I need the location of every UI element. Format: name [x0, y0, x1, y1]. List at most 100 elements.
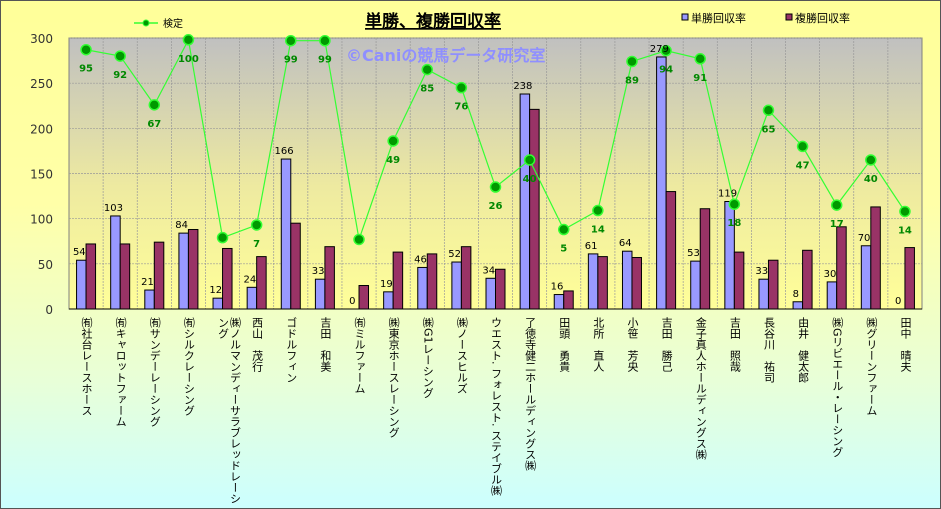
- bar-fukusho: [187, 229, 199, 310]
- line-marker: [694, 53, 706, 65]
- data-label-tansho: 16: [551, 282, 564, 293]
- data-label-kentei: 40: [523, 174, 537, 185]
- data-label-tansho: 238: [513, 81, 532, 92]
- bar-tansho: [246, 286, 258, 310]
- legend-bar2: 複勝回収率: [785, 11, 850, 25]
- data-label-kentei: 85: [420, 84, 434, 95]
- data-label-tansho: 12: [209, 285, 222, 296]
- data-label-kentei: 76: [454, 102, 468, 113]
- line-marker: [319, 34, 331, 47]
- bar-tansho: [383, 291, 394, 310]
- data-label-kentei: 17: [830, 219, 844, 230]
- watermark: ©Caniの競馬データ研究室: [346, 46, 545, 65]
- data-label-tansho: 54: [73, 247, 86, 258]
- legend-line: 検定: [134, 17, 183, 30]
- x-category-label: 田中 晴夫: [898, 317, 912, 372]
- line-marker: [250, 219, 263, 231]
- line-marker: [865, 154, 877, 166]
- data-label-tansho: 119: [718, 189, 737, 200]
- data-label-kentei: 67: [147, 119, 161, 130]
- data-label-kentei: 92: [113, 70, 127, 81]
- x-category-label: 西山 茂行: [250, 317, 264, 372]
- data-label-tansho: 34: [482, 265, 495, 276]
- data-label-tansho: 70: [858, 233, 871, 244]
- bar-tansho: [417, 266, 428, 310]
- bar-fukusho: [836, 226, 847, 310]
- data-label-tansho: 21: [141, 277, 154, 288]
- data-label-tansho: 64: [619, 238, 632, 249]
- legend-label-bar2: 複勝回収率: [795, 11, 850, 25]
- bar-tansho: [144, 289, 155, 310]
- line-marker: [523, 154, 536, 166]
- data-label-kentei: 47: [796, 160, 810, 171]
- x-category-label: 金子真人ホールディングス㈱: [694, 317, 708, 460]
- bar-fukusho: [256, 256, 267, 310]
- bar-fukusho: [495, 268, 506, 310]
- x-category-label: ㈱東京ホースレーシング: [387, 317, 401, 438]
- data-label-kentei: 89: [625, 75, 639, 86]
- data-label-tansho: 279: [650, 44, 669, 55]
- legend-marker-icon: [142, 19, 150, 27]
- data-label-kentei: 26: [489, 201, 503, 212]
- data-label-kentei: 5: [560, 244, 567, 255]
- line-marker: [592, 204, 604, 217]
- bar-fukusho: [85, 243, 97, 310]
- bar-fukusho: [290, 222, 301, 310]
- legend-swatch-icon: [785, 13, 793, 21]
- data-label-kentei: 7: [253, 239, 260, 250]
- bar-tansho: [280, 158, 292, 310]
- line-marker: [353, 233, 365, 246]
- bar-fukusho: [119, 243, 131, 310]
- bar-tansho: [792, 301, 804, 310]
- data-label-kentei: 14: [898, 225, 912, 236]
- x-category-label: ㈲サンデーレーシング: [148, 317, 162, 427]
- bar-tansho: [587, 253, 599, 310]
- bar-tansho: [826, 281, 838, 310]
- bar-fukusho: [699, 208, 711, 310]
- bar-fukusho: [870, 206, 881, 310]
- bar-tansho: [485, 277, 496, 310]
- bar-tansho: [656, 56, 667, 310]
- bar-tansho: [758, 278, 769, 310]
- data-label-kentei: 14: [591, 225, 605, 236]
- chart-title: 単勝、複勝回収率: [365, 11, 501, 32]
- bar-tansho: [621, 250, 633, 310]
- bar-fukusho: [426, 253, 438, 310]
- bar-fukusho: [802, 249, 813, 310]
- line-marker: [80, 43, 92, 56]
- data-label-tansho: 84: [175, 220, 188, 231]
- data-label-tansho: 33: [312, 266, 325, 277]
- bar-fukusho: [529, 108, 540, 310]
- legend-swatch-icon: [681, 13, 689, 21]
- line-marker: [421, 63, 434, 76]
- bar-tansho: [314, 278, 326, 310]
- data-label-tansho: 30: [824, 269, 837, 280]
- line-marker: [285, 34, 297, 47]
- x-category-label: ㈲ミルファーム: [353, 317, 367, 394]
- y-tick-label: 50: [38, 258, 53, 272]
- line-marker: [762, 104, 775, 117]
- bar-fukusho: [392, 251, 404, 310]
- x-category-label: ㈲シルクレーシング: [182, 317, 196, 416]
- x-category-label: ㈱ノースヒルズ: [455, 317, 469, 394]
- bar-tansho: [212, 297, 224, 310]
- x-category-label: 北所 直人: [591, 317, 605, 372]
- line-marker: [387, 135, 399, 147]
- bar-fukusho: [358, 285, 370, 310]
- bar-fukusho: [631, 257, 642, 310]
- data-label-tansho: 33: [755, 266, 768, 277]
- bar-fukusho: [904, 247, 915, 310]
- bar-fukusho: [222, 247, 233, 310]
- line-marker: [489, 181, 502, 193]
- y-tick-label: 150: [30, 168, 53, 182]
- x-category-label: 田頭 勇貴: [557, 317, 571, 372]
- data-label-tansho: 24: [244, 274, 257, 285]
- data-label-tansho: 19: [380, 279, 393, 290]
- line-marker: [660, 44, 672, 57]
- data-label-tansho: 46: [414, 254, 427, 265]
- data-label-kentei: 40: [864, 174, 878, 185]
- data-label-tansho: 0: [895, 296, 901, 307]
- data-label-kentei: 100: [178, 54, 199, 65]
